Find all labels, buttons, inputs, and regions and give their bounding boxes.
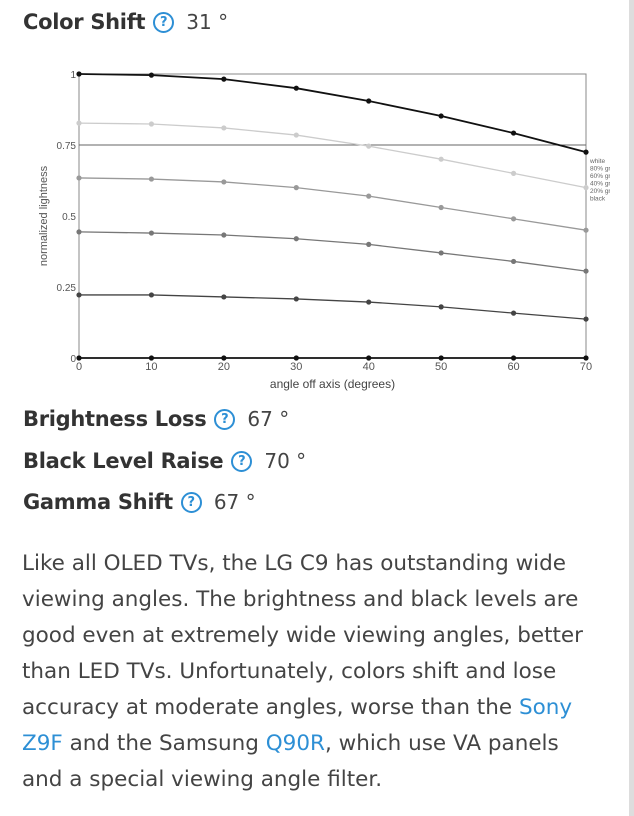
legend-entry: 20% gray [590,188,610,195]
metric-black-level-raise: Black Level Raise ? 70 ° [23,449,306,473]
legend-entry: black [590,195,606,202]
data-point [221,125,227,131]
data-point [583,149,589,155]
series-line-60-gray [78,177,587,231]
data-point [293,236,299,242]
description-text: Like all OLED TVs, the LG C9 has outstan… [22,551,583,720]
series-line-40-gray [78,231,587,272]
data-point [76,71,82,77]
x-axis-label: angle off axis (degrees) [270,377,395,391]
series-line-20-gray [79,294,587,320]
data-point [366,143,372,149]
metric-value: 70 ° [264,449,307,473]
data-point [148,230,155,236]
data-point [293,132,299,138]
description-text: and the Samsung [62,731,266,756]
data-point [438,204,444,211]
plot-frame [78,73,587,359]
data-point [366,355,372,361]
data-point [583,355,589,361]
data-point [221,232,227,238]
metric-value: 67 ° [247,407,290,431]
metric-label: Black Level Raise [23,449,224,473]
data-point [76,120,82,126]
data-point [293,185,299,191]
help-icon[interactable]: ? [231,450,253,472]
metric-gamma-shift: Gamma Shift ? 67 ° [23,490,256,514]
data-point [438,250,444,256]
legend-entry: 60% gray [590,173,610,180]
metric-color-shift: Color Shift ? 31 ° [23,10,228,34]
legend-entry: 80% gray [590,165,610,172]
metric-brightness-loss: Brightness Loss ? 67 ° [23,407,289,431]
x-tick-label: 20 [218,361,230,373]
help-icon[interactable]: ? [180,491,202,513]
description-text: , which use VA panels and a special view… [22,731,559,792]
data-point [366,98,372,104]
data-point [510,355,517,361]
series-line-80-gray [78,122,587,189]
x-tick-label: 30 [290,361,302,373]
data-point [438,156,444,162]
data-point [148,355,155,361]
data-point [148,121,155,127]
data-point [510,258,517,265]
data-point [293,296,299,302]
data-point [148,292,155,298]
data-point [366,241,372,247]
legend-entry: white [589,158,606,165]
data-point [510,216,517,222]
link-sony-z9f[interactable]: Sony Z9F [22,695,573,756]
data-point [221,294,227,300]
series-line-white [78,73,587,153]
link-q90r[interactable]: Q90R [265,731,325,756]
help-icon[interactable]: ? [214,408,236,430]
y-axis-label: normalized lightness [38,165,50,266]
metric-value: 31 ° [186,10,229,34]
data-point [76,229,82,235]
data-point [366,193,372,199]
data-point [438,355,444,361]
data-point [221,76,227,82]
data-point [221,355,227,361]
data-point [583,268,589,274]
data-point [583,316,589,322]
y-tick-label: 0 [70,354,76,365]
data-point [510,170,517,176]
help-icon[interactable]: ? [153,11,175,33]
metric-value: 67 ° [213,490,256,514]
y-tick-label: 1 [70,70,76,81]
scrollbar[interactable] [629,0,634,816]
metric-label: Brightness Loss [23,407,207,431]
data-point [148,176,155,182]
data-point [583,227,589,233]
y-tick-label: 0.5 [62,212,76,223]
data-point [438,113,444,119]
data-point [76,292,82,298]
metric-label: Gamma Shift [23,490,173,514]
y-tick-label: 0.25 [57,283,77,294]
x-tick-label: 60 [507,361,519,373]
legend-entry: 40% gray [590,180,610,187]
x-tick-label: 40 [363,361,375,373]
data-point [366,299,372,305]
data-point [510,130,517,136]
data-point [221,179,227,185]
x-tick-label: 10 [145,361,157,373]
metric-label: Color Shift [23,10,146,34]
x-tick-label: 50 [435,361,447,373]
x-tick-label: 70 [580,361,592,373]
data-point [293,355,299,361]
data-point [583,185,589,191]
data-point [438,304,444,310]
data-point [510,310,517,316]
data-point [148,72,155,78]
data-point [76,175,82,181]
data-point [293,85,299,91]
y-tick-label: 0.75 [57,141,77,152]
description: Like all OLED TVs, the LG C9 has outstan… [22,546,602,798]
data-point [76,355,82,361]
x-tick-label: 0 [76,361,82,373]
